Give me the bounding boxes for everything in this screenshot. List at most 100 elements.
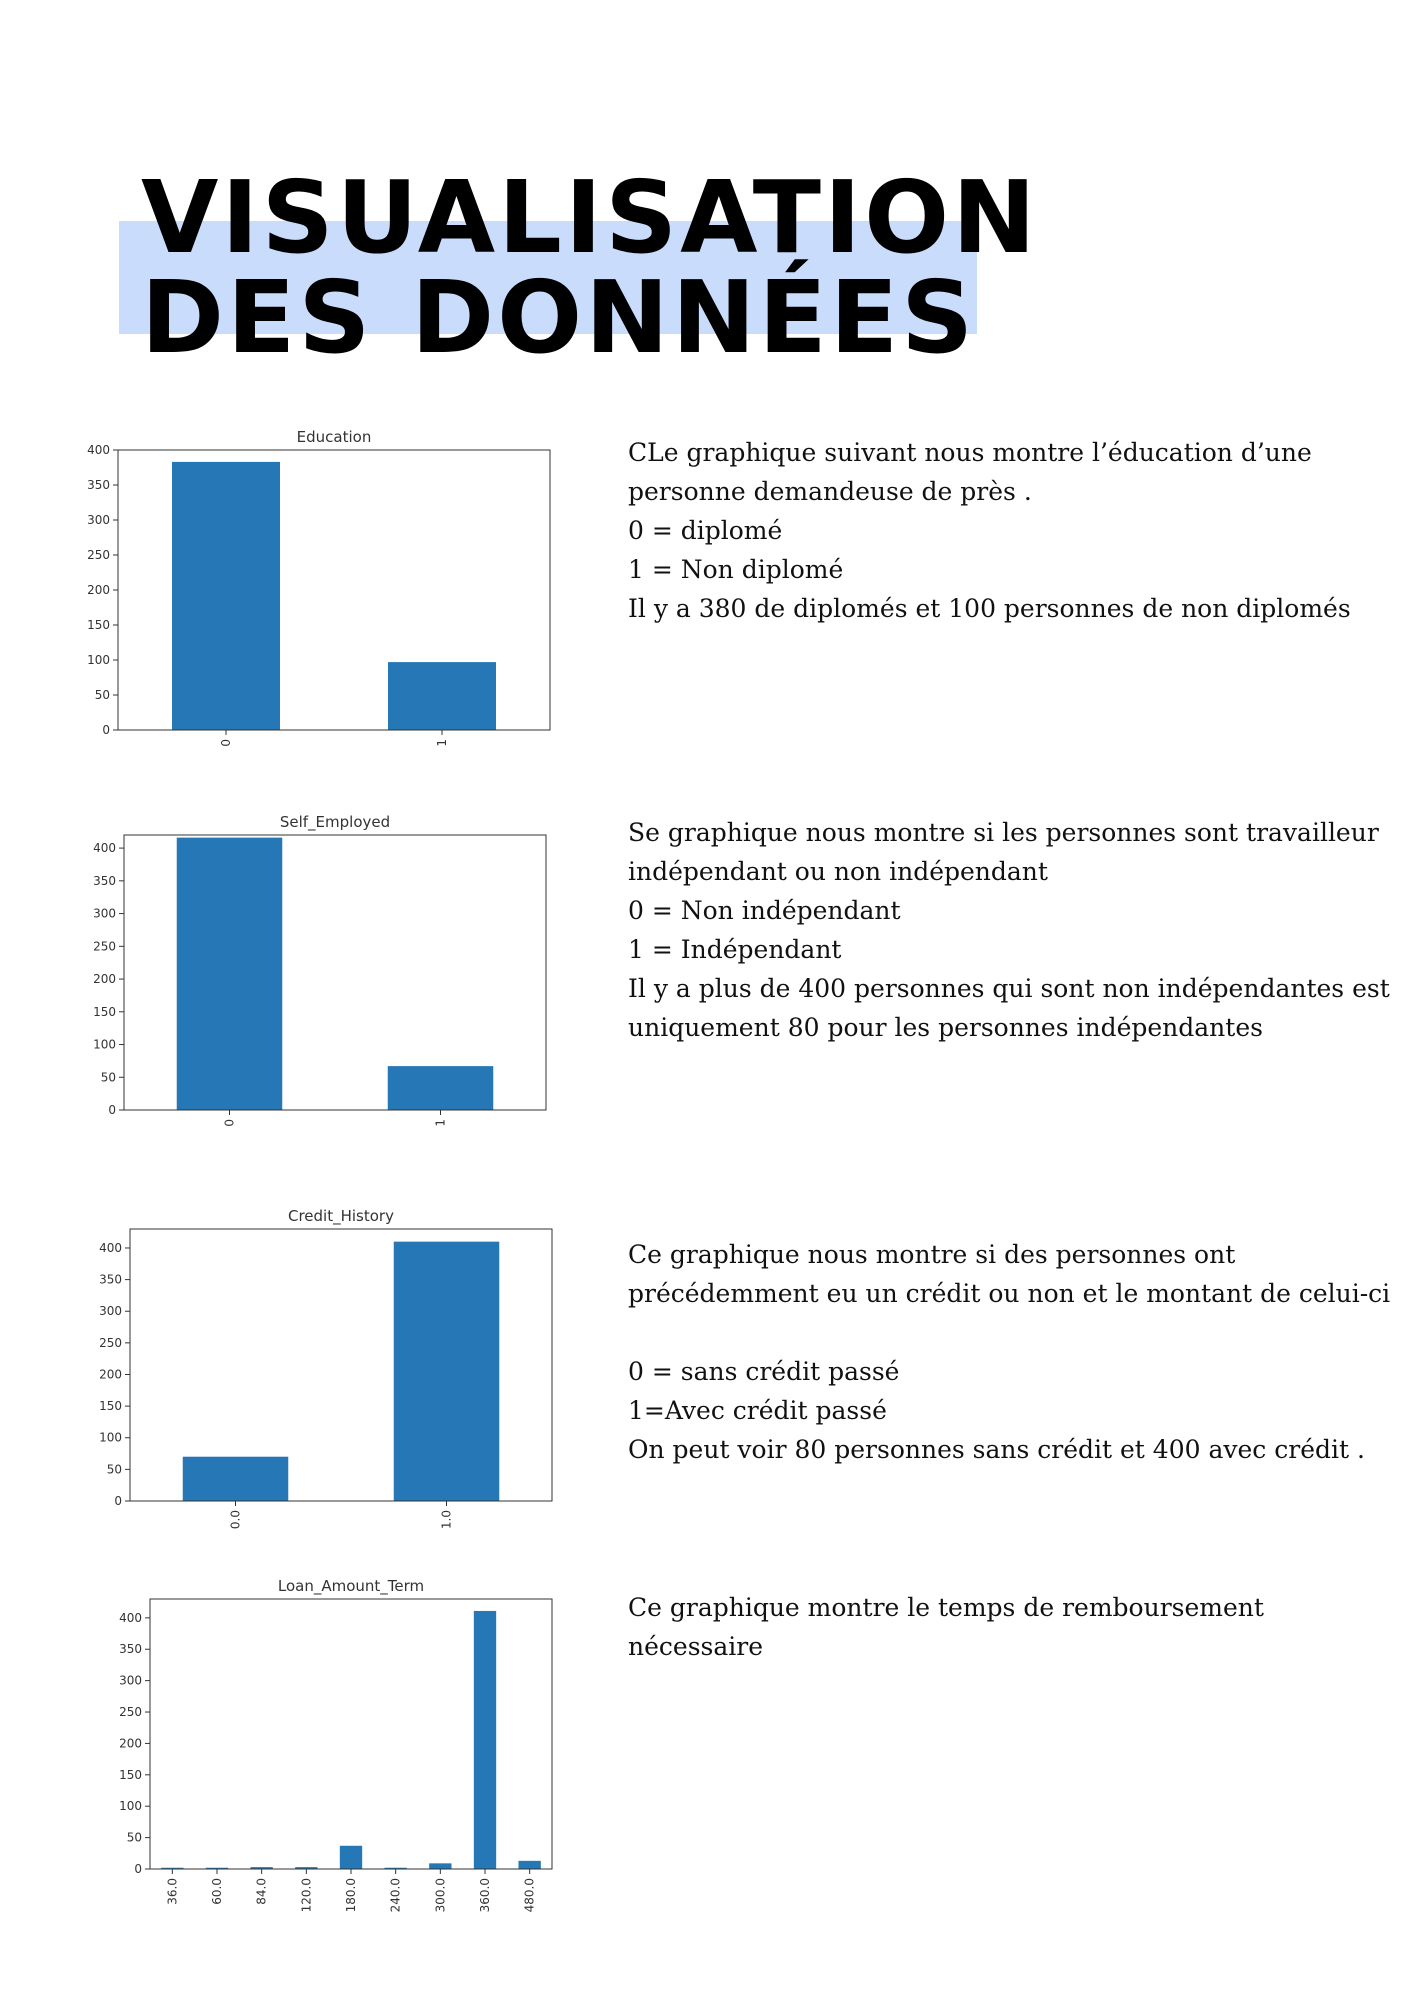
chart-bar [393, 1241, 500, 1501]
self-employed-desc-line: Il y a plus de 400 personnes qui sont no… [628, 974, 1390, 1003]
chart-title: Self_Employed [280, 813, 390, 832]
page-title-line-1: VISUALISATION [141, 159, 1039, 276]
x-tick-label: 480.0 [523, 1878, 537, 1912]
x-tick-label: 180.0 [344, 1878, 358, 1912]
y-tick-label: 350 [87, 478, 110, 492]
loan-amount-term-description: Ce graphique montre le temps de rembours… [628, 1588, 1408, 1666]
y-tick-label: 0 [134, 1862, 142, 1876]
education-desc-line: CLe graphique suivant nous montre l’éduc… [628, 438, 1312, 467]
y-tick-label: 250 [93, 939, 116, 953]
y-tick-label: 400 [119, 1611, 142, 1625]
chart-self-employed: Self_Employed 0 50 100 150 200 250 300 350 400 0 1 [70, 805, 570, 1145]
chart-bar [176, 837, 283, 1110]
y-tick-label: 300 [99, 1304, 122, 1318]
chart-bar [250, 1867, 273, 1869]
chart-bar [161, 1867, 184, 1869]
x-tick-label: 360.0 [478, 1878, 492, 1912]
education-desc-line: 1 = Non diplomé [628, 555, 844, 584]
credit-history-desc-line: 1=Avec crédit passé [628, 1396, 887, 1425]
y-tick-label: 200 [87, 583, 110, 597]
x-tick-label: 0.0 [229, 1510, 243, 1529]
title-highlight-band [119, 221, 977, 334]
y-tick-label: 150 [99, 1399, 122, 1413]
chart-frame [129, 1228, 553, 1502]
y-tick-label: 150 [87, 618, 110, 632]
y-tick-label: 100 [99, 1431, 122, 1445]
chart-bar [518, 1860, 541, 1869]
chart-bar [388, 662, 496, 730]
chart-title: Credit_History [288, 1207, 394, 1226]
y-tick-label: 350 [93, 874, 116, 888]
chart-bar [205, 1867, 229, 1869]
y-tick-label: 100 [93, 1038, 116, 1052]
self-employed-desc-line: uniquement 80 pour les personnes indépen… [628, 1013, 1263, 1042]
x-tick-label: 1 [435, 739, 449, 747]
credit-history-chart-svg: Credit_History 0 50 100 150 200 250 300 350 400 0.… [99, 1207, 553, 1529]
x-tick-label: 36.0 [165, 1878, 179, 1905]
credit-history-description: Ce graphique nous montre si des personne… [628, 1235, 1408, 1469]
chart-bar [172, 461, 280, 730]
education-chart-svg: Education 0 50 100 150 200 250 300 350 400 0 1 [87, 428, 551, 747]
y-tick-label: 250 [119, 1705, 142, 1719]
education-desc-line: personne demandeuse de près . [628, 477, 1032, 506]
chart-frame [123, 834, 547, 1111]
page-title: VISUALISATION DES DONNÉES [141, 168, 1039, 368]
chart-loan-amount-term: Loan_Amount_Term 0 50 100 150 200 250 300 350 400… [70, 1572, 570, 1922]
x-tick-label: 0 [219, 739, 233, 747]
self-employed-desc-line: 1 = Indépendant [628, 935, 842, 964]
x-tick-label: 84.0 [255, 1878, 269, 1905]
y-tick-label: 250 [87, 548, 110, 562]
y-tick-label: 200 [119, 1736, 142, 1750]
y-tick-label: 50 [101, 1070, 116, 1084]
chart-bar [384, 1867, 407, 1869]
y-tick-label: 400 [87, 443, 110, 457]
chart-credit-history: Credit_History 0 50 100 150 200 250 300 350 400 0.… [70, 1198, 570, 1548]
x-tick-label: 60.0 [210, 1878, 224, 1905]
self-employed-chart-svg: Self_Employed 0 50 100 150 200 250 300 350 400 0 1 [93, 813, 547, 1127]
education-desc-line: 0 = diplomé [628, 516, 783, 545]
x-tick-label: 120.0 [299, 1878, 313, 1912]
y-tick-label: 50 [107, 1462, 122, 1476]
x-tick-label: 1 [434, 1119, 448, 1127]
chart-title: Loan_Amount_Term [278, 1577, 424, 1596]
chart-bar [295, 1867, 318, 1869]
x-tick-label: 300.0 [433, 1878, 447, 1912]
y-tick-label: 300 [87, 513, 110, 527]
loan-amount-term-desc-line: Ce graphique montre le temps de rembours… [628, 1593, 1264, 1622]
y-tick-label: 350 [99, 1273, 122, 1287]
credit-history-desc-line: Ce graphique nous montre si des personne… [628, 1240, 1236, 1269]
y-tick-label: 0 [108, 1103, 116, 1117]
self-employed-description: Se graphique nous montre si les personne… [628, 813, 1408, 1047]
y-tick-label: 300 [119, 1674, 142, 1688]
y-tick-label: 300 [93, 907, 116, 921]
y-tick-label: 150 [93, 1005, 116, 1019]
education-desc-line: Il y a 380 de diplomés et 100 personnes … [628, 594, 1351, 623]
credit-history-desc-blank-line [628, 1313, 1408, 1352]
loan-amount-term-desc-line: nécessaire [628, 1632, 763, 1661]
y-tick-label: 400 [99, 1241, 122, 1255]
y-tick-label: 200 [93, 972, 116, 986]
self-employed-desc-line: Se graphique nous montre si les personne… [628, 818, 1379, 847]
y-tick-label: 200 [99, 1367, 122, 1381]
y-tick-label: 350 [119, 1642, 142, 1656]
chart-bar [473, 1610, 497, 1869]
chart-bar [429, 1863, 452, 1869]
credit-history-desc-line: On peut voir 80 personnes sans crédit et… [628, 1435, 1365, 1464]
self-employed-desc-line: indépendant ou non indépendant [628, 857, 1048, 886]
x-tick-label: 240.0 [389, 1878, 403, 1912]
chart-bar [339, 1845, 363, 1869]
chart-bar [182, 1456, 289, 1501]
y-tick-label: 100 [87, 653, 110, 667]
y-tick-label: 50 [127, 1831, 142, 1845]
chart-title: Education [297, 428, 372, 446]
chart-bar [387, 1066, 494, 1110]
y-tick-label: 400 [93, 841, 116, 855]
chart-education: Education 0 50 100 150 200 250 300 350 400 0 1 [70, 420, 570, 760]
y-tick-label: 150 [119, 1768, 142, 1782]
education-description: CLe graphique suivant nous montre l’éduc… [628, 433, 1408, 628]
y-tick-label: 50 [95, 688, 110, 702]
self-employed-desc-line: 0 = Non indépendant [628, 896, 901, 925]
credit-history-desc-line: précédemment eu un crédit ou non et le m… [628, 1279, 1391, 1308]
y-tick-label: 0 [114, 1494, 122, 1508]
credit-history-desc-line: 0 = sans crédit passé [628, 1357, 900, 1386]
